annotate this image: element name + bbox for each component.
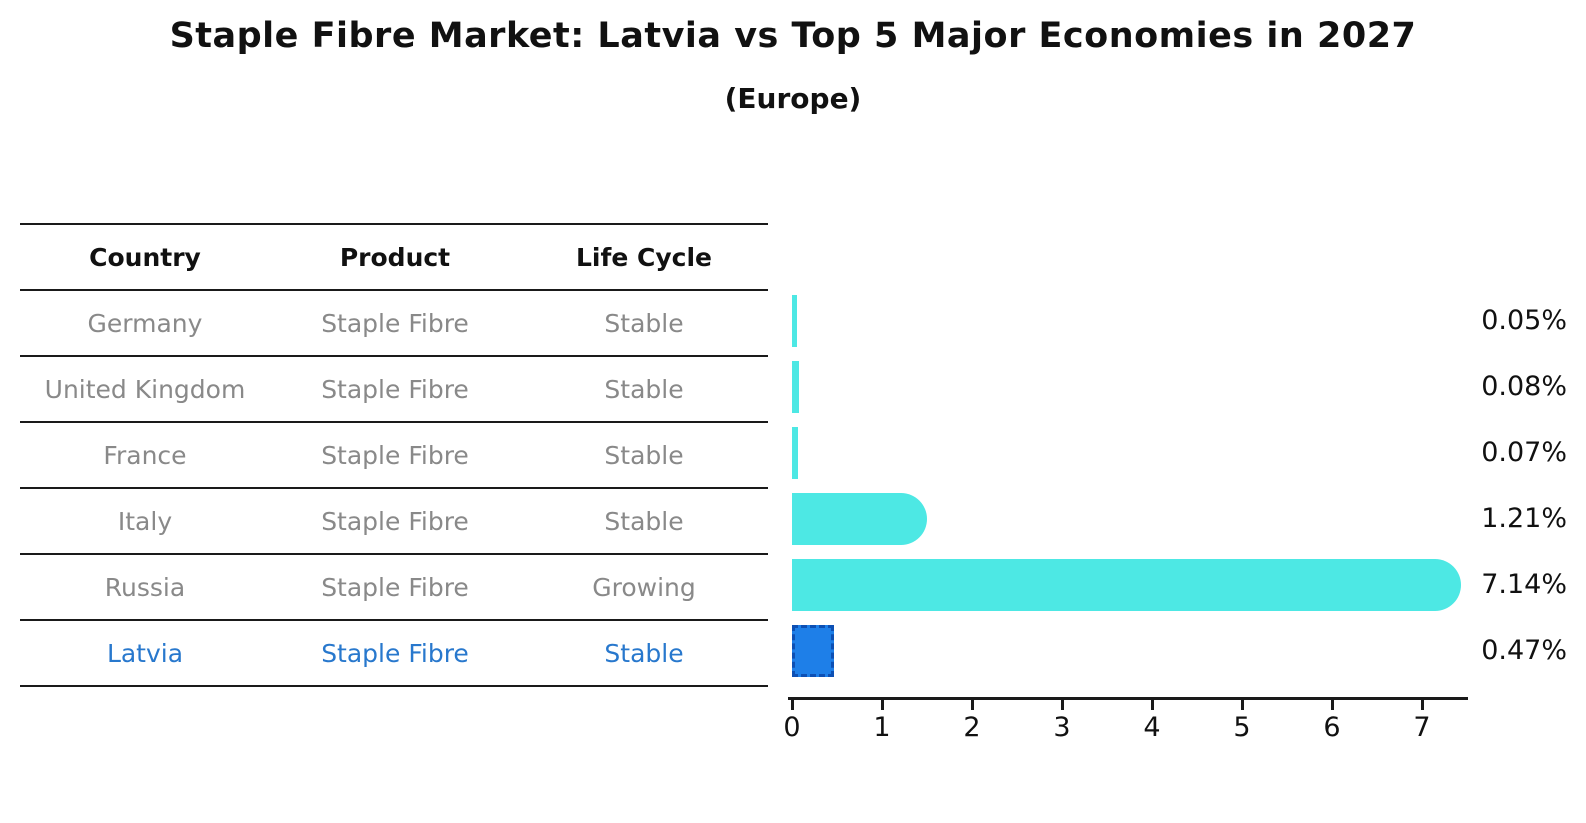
table-cell-country: United Kingdom <box>44 374 246 404</box>
bar-value-label: 1.21% <box>1481 503 1567 534</box>
x-axis-tick-label: 6 <box>1323 712 1341 743</box>
table-cell-life-cycle: Stable <box>604 374 684 404</box>
x-axis-tick <box>1420 700 1424 710</box>
x-axis-tick-label: 4 <box>1143 712 1161 743</box>
bar <box>792 427 799 479</box>
table-cell-country: Latvia <box>106 638 184 668</box>
bar <box>792 295 797 347</box>
x-axis-tick <box>970 700 974 710</box>
chart-subtitle: (Europe) <box>724 82 862 115</box>
table-cell-life-cycle: Stable <box>604 308 684 338</box>
x-axis-tick-label: 7 <box>1413 712 1431 743</box>
x-axis-tick <box>1060 700 1064 710</box>
bar <box>792 361 800 413</box>
chart-title: Staple Fibre Market: Latvia vs Top 5 Maj… <box>169 16 1417 56</box>
x-axis-tick-label: 1 <box>873 712 891 743</box>
bar-value-label: 0.07% <box>1481 437 1567 468</box>
table-row: Italy Staple Fibre Stable <box>20 489 768 555</box>
table-cell-life-cycle: Growing <box>592 572 696 602</box>
table-row: France Staple Fibre Stable <box>20 423 768 489</box>
table-cell-country: France <box>103 440 187 470</box>
table-cell-product: Staple Fibre <box>321 440 469 470</box>
bar-value-label: 7.14% <box>1481 569 1567 600</box>
bar-highlight-latvia <box>792 625 835 677</box>
table-row: Germany Staple Fibre Stable <box>20 291 768 357</box>
x-axis-tick <box>1330 700 1334 710</box>
x-axis-tick <box>790 700 794 710</box>
table-row: United Kingdom Staple Fibre Stable <box>20 357 768 423</box>
country-table: Country Product Life Cycle Germany Staple… <box>20 223 768 687</box>
x-axis-tick-label: 3 <box>1053 712 1071 743</box>
bar-value-label: 0.05% <box>1481 305 1567 336</box>
bar <box>792 559 1461 611</box>
x-axis-tick <box>1150 700 1154 710</box>
table-header-row: Country Product Life Cycle <box>20 225 768 291</box>
table-cell-product: Staple Fibre <box>321 572 469 602</box>
x-axis-tick-label: 2 <box>963 712 981 743</box>
table-body: Germany Staple Fibre Stable United Kingdom S… <box>20 291 768 687</box>
table-cell-product: Staple Fibre <box>321 308 469 338</box>
table-row: Latvia Staple Fibre Stable <box>20 621 768 687</box>
table-cell-life-cycle: Stable <box>604 506 684 536</box>
x-axis-tick <box>1240 700 1244 710</box>
x-axis-line <box>788 697 1468 700</box>
bar-value-label: 0.08% <box>1481 371 1567 402</box>
table-cell-country: Germany <box>87 308 203 338</box>
column-header-life-cycle: Life Cycle <box>575 242 713 272</box>
bar-value-label: 0.47% <box>1481 635 1567 666</box>
table-cell-product: Staple Fibre <box>321 374 469 404</box>
table-cell-life-cycle: Stable <box>604 440 684 470</box>
table-cell-product: Staple Fibre <box>321 506 469 536</box>
table-cell-country: Italy <box>117 506 173 536</box>
table-row: Russia Staple Fibre Growing <box>20 555 768 621</box>
table-cell-product: Staple Fibre <box>321 638 469 668</box>
column-header-country: Country <box>89 242 201 272</box>
table-cell-life-cycle: Stable <box>604 638 684 668</box>
bar <box>792 493 927 545</box>
x-axis-tick <box>880 700 884 710</box>
table-cell-country: Russia <box>104 572 186 602</box>
x-axis-tick-label: 0 <box>783 712 801 743</box>
column-header-product: Product <box>339 242 451 272</box>
x-axis-tick-label: 5 <box>1233 712 1251 743</box>
